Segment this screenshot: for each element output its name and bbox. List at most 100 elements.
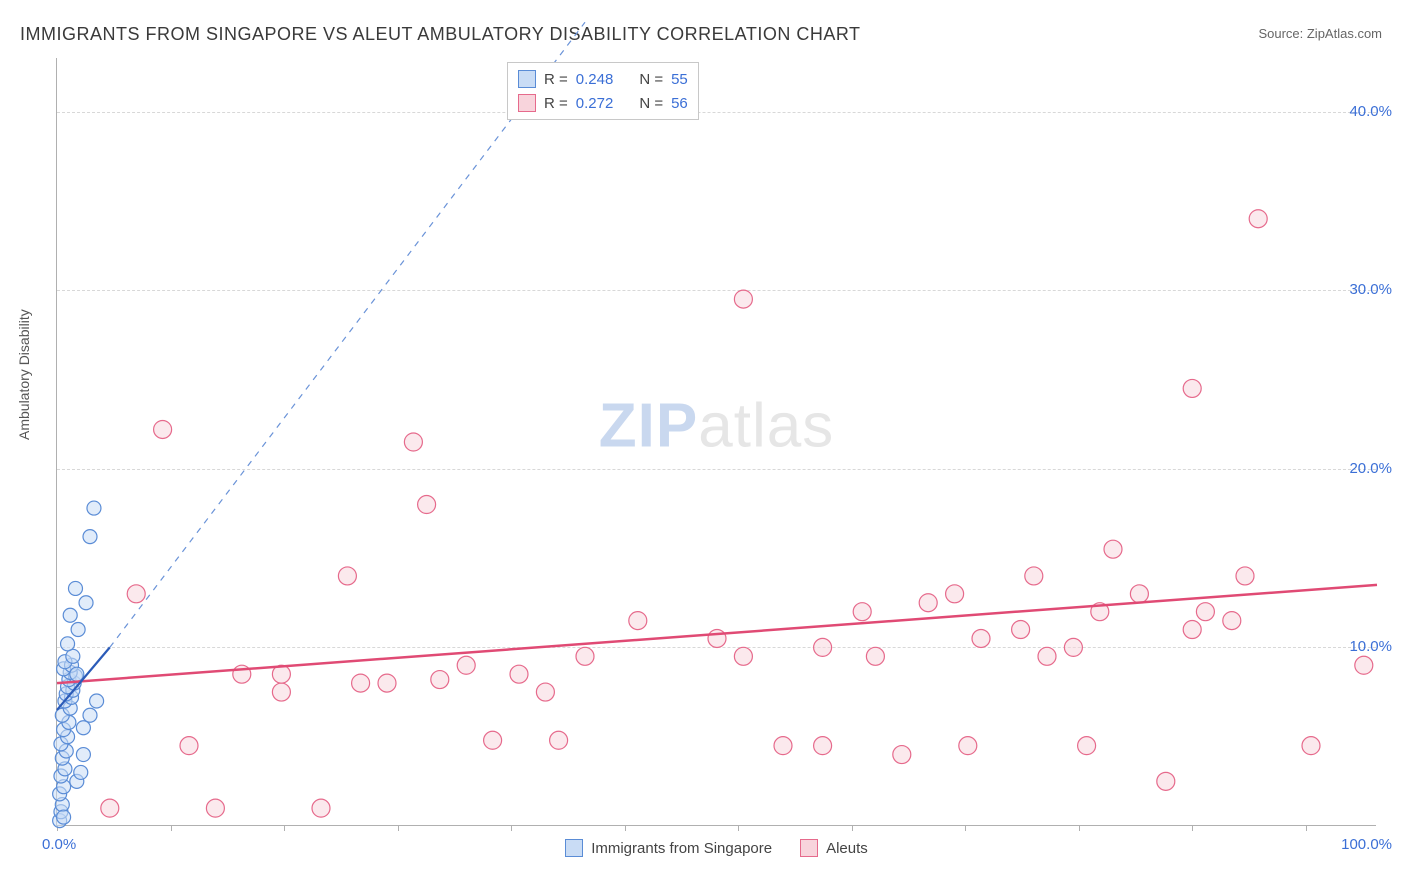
pink-point — [484, 731, 502, 749]
pink-point — [1078, 737, 1096, 755]
blue-point — [66, 649, 80, 663]
pink-point — [312, 799, 330, 817]
blue-point — [61, 637, 75, 651]
y-axis-label: Ambulatory Disability — [16, 309, 32, 440]
correlation-legend: R = 0.248 N = 55 R = 0.272 N = 56 — [507, 62, 699, 120]
x-tick — [1306, 825, 1307, 831]
pink-point — [1223, 612, 1241, 630]
chart-svg — [57, 58, 1376, 825]
pink-point — [206, 799, 224, 817]
pink-point — [866, 647, 884, 665]
pink-point — [708, 629, 726, 647]
x-tick — [738, 825, 739, 831]
pink-point — [1157, 772, 1175, 790]
pink-point — [946, 585, 964, 603]
swatch-blue — [565, 839, 583, 857]
x-tick — [511, 825, 512, 831]
legend-row-pink: R = 0.272 N = 56 — [518, 91, 688, 115]
blue-point — [68, 581, 82, 595]
pink-point — [550, 731, 568, 749]
x-tick — [171, 825, 172, 831]
pink-point — [972, 629, 990, 647]
pink-trendline — [57, 585, 1377, 683]
pink-point — [180, 737, 198, 755]
source-attribution: Source: ZipAtlas.com — [1258, 26, 1382, 41]
pink-point — [1249, 210, 1267, 228]
pink-point — [536, 683, 554, 701]
pink-point — [734, 647, 752, 665]
blue-point — [76, 721, 90, 735]
blue-point — [71, 623, 85, 637]
x-tick — [965, 825, 966, 831]
pink-point — [457, 656, 475, 674]
legend-label-blue: Immigrants from Singapore — [591, 840, 772, 857]
plot-area: ZIPatlas R = 0.248 N = 55 R = 0.272 N = … — [56, 58, 1376, 826]
pink-point — [774, 737, 792, 755]
pink-point — [959, 737, 977, 755]
legend-row-blue: R = 0.248 N = 55 — [518, 67, 688, 91]
y-tick-label: 10.0% — [1349, 638, 1392, 655]
blue-point — [63, 608, 77, 622]
pink-point — [853, 603, 871, 621]
blue-point — [83, 708, 97, 722]
legend-item-blue: Immigrants from Singapore — [565, 839, 772, 857]
x-tick — [1192, 825, 1193, 831]
swatch-pink — [800, 839, 818, 857]
pink-point — [1183, 621, 1201, 639]
pink-point — [404, 433, 422, 451]
r-value-blue: 0.248 — [576, 71, 614, 88]
x-tick — [852, 825, 853, 831]
pink-point — [919, 594, 937, 612]
n-label: N = — [639, 95, 663, 112]
pink-point — [418, 496, 436, 514]
n-value-pink: 56 — [671, 95, 688, 112]
pink-point — [154, 420, 172, 438]
r-label: R = — [544, 71, 568, 88]
pink-point — [1064, 638, 1082, 656]
pink-point — [1038, 647, 1056, 665]
legend-label-pink: Aleuts — [826, 840, 868, 857]
pink-point — [1355, 656, 1373, 674]
pink-point — [814, 737, 832, 755]
pink-point — [1012, 621, 1030, 639]
pink-point — [1236, 567, 1254, 585]
pink-point — [431, 671, 449, 689]
x-tick — [398, 825, 399, 831]
pink-point — [272, 683, 290, 701]
series-legend: Immigrants from Singapore Aleuts — [57, 839, 1376, 857]
y-tick-label: 40.0% — [1349, 103, 1392, 120]
pink-point — [1130, 585, 1148, 603]
swatch-pink — [518, 94, 536, 112]
n-value-blue: 55 — [671, 71, 688, 88]
x-tick — [625, 825, 626, 831]
pink-point — [814, 638, 832, 656]
blue-point — [79, 596, 93, 610]
pink-point — [338, 567, 356, 585]
blue-point — [74, 765, 88, 779]
pink-point — [893, 746, 911, 764]
pink-point — [1104, 540, 1122, 558]
x-min-label: 0.0% — [42, 836, 76, 853]
pink-point — [629, 612, 647, 630]
pink-point — [101, 799, 119, 817]
x-tick — [284, 825, 285, 831]
blue-point — [90, 694, 104, 708]
y-tick-label: 20.0% — [1349, 460, 1392, 477]
pink-point — [352, 674, 370, 692]
pink-point — [510, 665, 528, 683]
pink-point — [734, 290, 752, 308]
pink-point — [127, 585, 145, 603]
pink-point — [1025, 567, 1043, 585]
blue-point — [57, 810, 71, 824]
r-value-pink: 0.272 — [576, 95, 614, 112]
blue-point — [83, 530, 97, 544]
pink-point — [1183, 379, 1201, 397]
pink-point — [1302, 737, 1320, 755]
x-tick — [1079, 825, 1080, 831]
pink-point — [1196, 603, 1214, 621]
blue-point — [76, 748, 90, 762]
blue-point — [87, 501, 101, 515]
chart-title: IMMIGRANTS FROM SINGAPORE VS ALEUT AMBUL… — [20, 24, 861, 45]
swatch-blue — [518, 70, 536, 88]
n-label: N = — [639, 71, 663, 88]
